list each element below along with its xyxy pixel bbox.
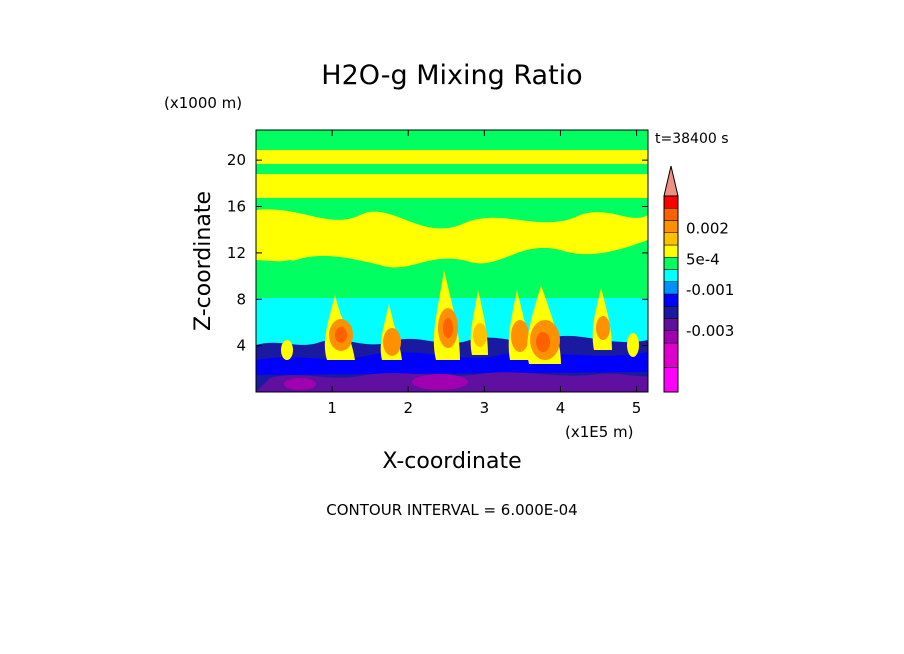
colorbar-label: -0.001 bbox=[686, 281, 734, 299]
plume-core bbox=[473, 323, 487, 347]
plume-core bbox=[281, 340, 293, 360]
colorbar-swatch bbox=[663, 195, 679, 209]
colorbar-extend-arrow bbox=[663, 165, 679, 197]
contour-field bbox=[256, 130, 648, 392]
colorbar-swatch bbox=[663, 318, 679, 331]
y-unit-label: (x1000 m) bbox=[164, 94, 242, 112]
upper-band bbox=[256, 150, 648, 164]
colorbar-label: 5e-4 bbox=[686, 250, 720, 268]
colorbar-swatch bbox=[663, 244, 679, 258]
x-tick-label: 1 bbox=[327, 399, 337, 417]
colorbar-swatch bbox=[663, 257, 679, 270]
y-tick-label: 16 bbox=[227, 198, 246, 216]
plume-core bbox=[511, 320, 529, 352]
y-tick-label: 12 bbox=[227, 244, 246, 262]
colorbar-label: 0.002 bbox=[686, 220, 729, 238]
colorbar-swatch bbox=[663, 367, 679, 393]
x-axis-label: X-coordinate bbox=[382, 449, 521, 474]
plume bbox=[433, 270, 460, 360]
plume-core bbox=[627, 333, 639, 357]
plume bbox=[627, 333, 639, 357]
x-tick-label: 5 bbox=[632, 399, 642, 417]
plume-center bbox=[335, 327, 347, 343]
colorbar-swatch bbox=[663, 232, 679, 246]
colorbar-swatch bbox=[663, 342, 679, 368]
x-tick-label: 3 bbox=[480, 399, 490, 417]
colorbar-swatch bbox=[663, 208, 679, 221]
x-tick-label: 4 bbox=[556, 399, 566, 417]
yellow-region bbox=[256, 215, 300, 255]
colorbar-swatch bbox=[663, 269, 679, 282]
colorbar-swatch bbox=[663, 306, 679, 319]
colorbar-swatch bbox=[663, 220, 679, 233]
y-axis: 4 8 12 16 20 bbox=[227, 151, 648, 355]
plume bbox=[470, 290, 488, 355]
x-tick-label: 2 bbox=[403, 399, 413, 417]
upper-band bbox=[256, 174, 648, 198]
green-region bbox=[540, 250, 648, 298]
plume bbox=[527, 285, 561, 364]
plume bbox=[281, 340, 293, 360]
plume bbox=[324, 295, 355, 360]
time-label: t=38400 s bbox=[655, 131, 729, 147]
chart-title: H2O-g Mixing Ratio bbox=[321, 60, 582, 91]
yellow-region bbox=[256, 209, 648, 268]
purple-patch bbox=[412, 374, 468, 390]
plume-center bbox=[443, 318, 453, 338]
colorbar-swatch bbox=[663, 281, 679, 295]
plume bbox=[508, 290, 530, 360]
colorbar: 0.002 5e-4 -0.001 -0.003 bbox=[663, 165, 734, 393]
y-tick-label: 8 bbox=[236, 290, 246, 308]
plume-core bbox=[596, 316, 610, 340]
plume-center bbox=[536, 332, 550, 352]
colorbar-label: -0.003 bbox=[686, 322, 734, 340]
plume-core bbox=[383, 328, 401, 356]
x-unit-label: (x1E5 m) bbox=[565, 423, 634, 441]
y-tick-label: 4 bbox=[236, 337, 246, 355]
colorbar-frame bbox=[663, 195, 679, 393]
green-region bbox=[256, 260, 370, 300]
colorbar-swatch bbox=[663, 293, 679, 307]
plume bbox=[592, 288, 612, 350]
y-axis-label: Z-coordinate bbox=[191, 191, 216, 331]
y-tick-label: 20 bbox=[227, 151, 246, 169]
plot-frame bbox=[255, 129, 649, 393]
purple-patch bbox=[284, 378, 316, 390]
upper-band bbox=[256, 164, 648, 174]
colorbar-swatch bbox=[663, 330, 679, 344]
contour-interval-footer: CONTOUR INTERVAL = 6.000E-04 bbox=[326, 501, 577, 519]
plume bbox=[380, 304, 402, 360]
x-axis: 1 2 3 4 5 bbox=[327, 130, 641, 417]
